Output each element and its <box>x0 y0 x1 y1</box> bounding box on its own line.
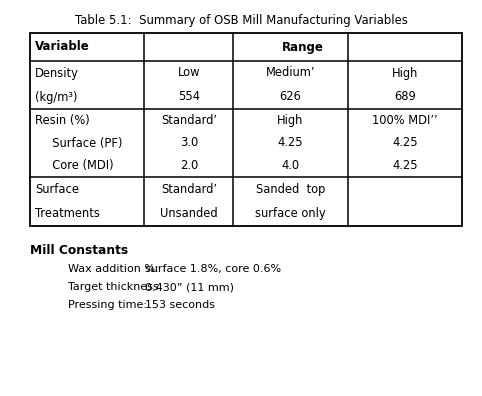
Text: 554: 554 <box>178 91 200 103</box>
Text: Surface (PF): Surface (PF) <box>45 137 122 150</box>
Text: Range: Range <box>282 40 324 53</box>
Text: 4.25: 4.25 <box>392 137 417 150</box>
Text: Medium’: Medium’ <box>266 67 315 80</box>
Text: Density: Density <box>35 67 79 80</box>
Bar <box>30 33 462 226</box>
Text: Sanded  top: Sanded top <box>255 183 325 196</box>
Text: Treatments: Treatments <box>35 207 100 220</box>
Text: High: High <box>277 114 304 127</box>
Text: 2.0: 2.0 <box>180 159 198 172</box>
Text: Pressing time:: Pressing time: <box>68 300 147 310</box>
Text: Standard’: Standard’ <box>161 114 217 127</box>
Text: 689: 689 <box>394 91 415 103</box>
Text: 626: 626 <box>280 91 301 103</box>
Text: 3.0: 3.0 <box>180 137 198 150</box>
Text: Wax addition %:: Wax addition %: <box>68 264 159 274</box>
Text: 4.0: 4.0 <box>281 159 299 172</box>
Text: surface only: surface only <box>255 207 326 220</box>
Text: Resin (%): Resin (%) <box>35 114 90 127</box>
Text: 4.25: 4.25 <box>278 137 303 150</box>
Text: 0.430” (11 mm): 0.430” (11 mm) <box>145 282 234 292</box>
Text: (kg/m³): (kg/m³) <box>35 91 78 103</box>
Text: Mill Constants: Mill Constants <box>30 244 128 257</box>
Text: Standard’: Standard’ <box>161 183 217 196</box>
Text: Target thickness:: Target thickness: <box>68 282 162 292</box>
Text: Table 5.1:  Summary of OSB Mill Manufacturing Variables: Table 5.1: Summary of OSB Mill Manufactu… <box>75 14 407 27</box>
Text: 100% MDI’’: 100% MDI’’ <box>372 114 438 127</box>
Text: Surface: Surface <box>35 183 79 196</box>
Text: surface 1.8%, core 0.6%: surface 1.8%, core 0.6% <box>145 264 281 274</box>
Text: Variable: Variable <box>35 40 90 53</box>
Text: Low: Low <box>177 67 200 80</box>
Text: Unsanded: Unsanded <box>160 207 217 220</box>
Text: High: High <box>391 67 418 80</box>
Text: Core (MDI): Core (MDI) <box>45 159 114 172</box>
Text: 4.25: 4.25 <box>392 159 417 172</box>
Text: 153 seconds: 153 seconds <box>145 300 215 310</box>
